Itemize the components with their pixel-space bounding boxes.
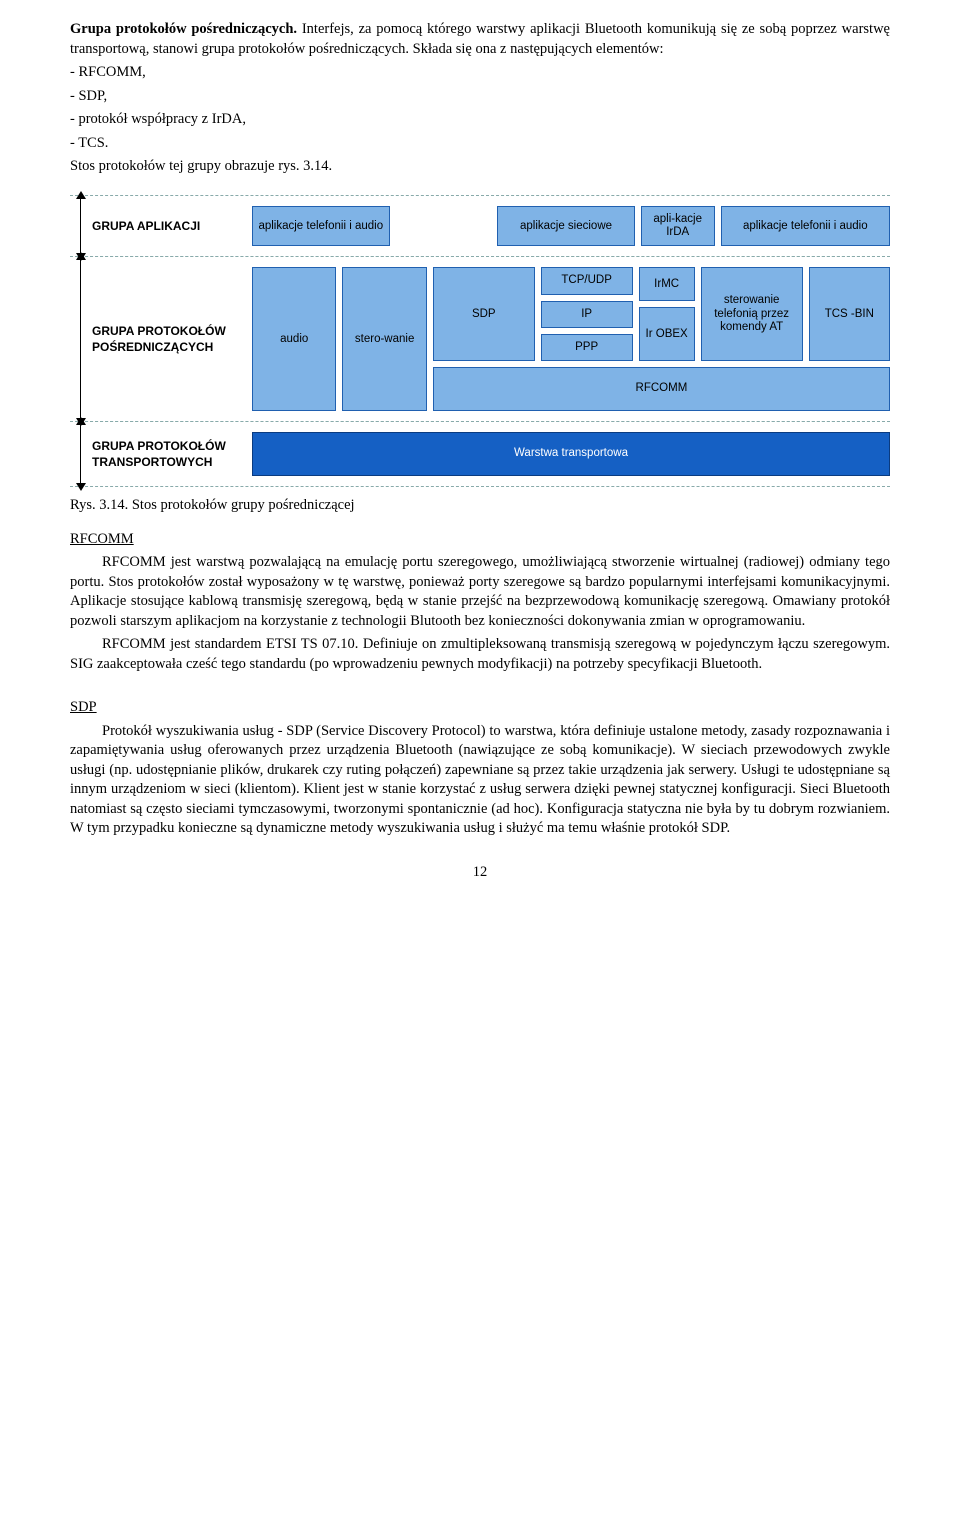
rfcomm-heading: RFCOMM <box>70 530 890 550</box>
intro-li3: - protokół współpracy z IrDA, <box>70 110 890 130</box>
intro-li2: - SDP, <box>70 87 890 107</box>
arrow-stem <box>80 260 81 418</box>
box-at: sterowanie telefonią przez komendy AT <box>701 267 803 361</box>
figure-caption: Rys. 3.14. Stos protokołów grupy pośredn… <box>70 496 890 516</box>
arrow-up-icon <box>76 417 86 425</box>
arrow-down-icon <box>76 483 86 491</box>
rfcomm-p1: RFCOMM jest warstwą pozwalającą na emula… <box>70 553 890 631</box>
box-app-sieciowe: aplikacje sieciowe <box>497 206 635 246</box>
arrow-stem <box>80 425 81 483</box>
box-ppp: PPP <box>541 334 633 361</box>
box-sdp: SDP <box>433 267 535 361</box>
intro-p2: Stos protokołów tej grupy obrazuje rys. … <box>70 157 890 177</box>
diagram-row-middleware: GRUPA PROTOKOŁÓW POŚREDNICZĄCYCH audio s… <box>70 256 890 422</box>
sdp-p1: Protokół wyszukiwania usług - SDP (Servi… <box>70 722 890 839</box>
intro-li4: - TCS. <box>70 134 890 154</box>
box-warstwa-transportowa: Warstwa transportowa <box>252 432 890 476</box>
box-audio: audio <box>252 267 336 411</box>
diagram-row-applications: GRUPA APLIKACJI aplikacje telefonii i au… <box>70 195 890 257</box>
row-label-transport: GRUPA PROTOKOŁÓW TRANSPORTOWYCH <box>70 432 252 476</box>
box-ip: IP <box>541 301 633 328</box>
box-sterowanie: stero-wanie <box>342 267 426 411</box>
row-label-middleware: GRUPA PROTOKOŁÓW POŚREDNICZĄCYCH <box>70 267 252 411</box>
box-irmc: IrMC <box>639 267 695 301</box>
sdp-heading: SDP <box>70 698 890 718</box>
rfcomm-p2: RFCOMM jest standardem ETSI TS 07.10. De… <box>70 635 890 674</box>
intro-li1: - RFCOMM, <box>70 63 890 83</box>
box-irobex: Ir OBEX <box>639 307 695 361</box>
box-tcp-udp: TCP/UDP <box>541 267 633 294</box>
box-rfcomm: RFCOMM <box>433 367 890 411</box>
page-number: 12 <box>70 863 890 883</box>
spacer <box>396 206 492 246</box>
box-app-irda: apli-kacje IrDA <box>641 206 715 246</box>
arrow-up-icon <box>76 252 86 260</box>
row-label-applications: GRUPA APLIKACJI <box>70 206 252 246</box>
box-app-telefonia-audio-1: aplikacje telefonii i audio <box>252 206 390 246</box>
arrow-up-icon <box>76 191 86 199</box>
box-app-telefonia-audio-2: aplikacje telefonii i audio <box>721 206 890 246</box>
box-tcs-bin: TCS -BIN <box>809 267 890 361</box>
arrow-stem <box>80 199 81 253</box>
intro-heading: Grupa protokołów pośredniczących. <box>70 21 297 37</box>
protocol-stack-diagram: GRUPA APLIKACJI aplikacje telefonii i au… <box>70 195 890 487</box>
diagram-row-transport: GRUPA PROTOKOŁÓW TRANSPORTOWYCH Warstwa … <box>70 421 890 487</box>
intro-paragraph: Grupa protokołów pośredniczących. Interf… <box>70 20 890 59</box>
